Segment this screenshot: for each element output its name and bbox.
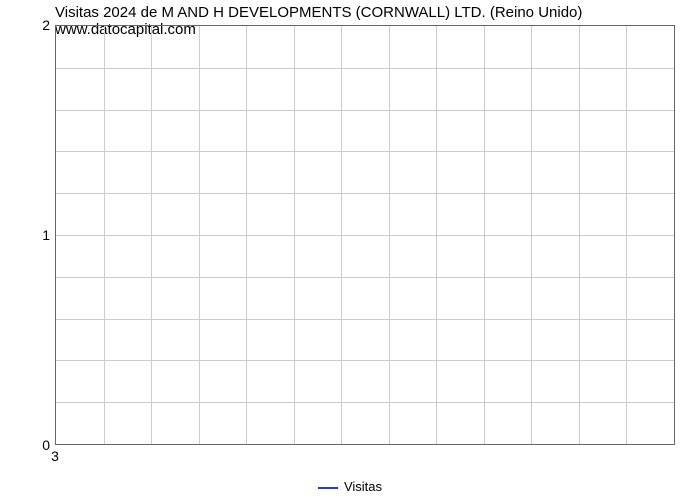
grid-v: [579, 26, 580, 444]
visits-chart: Visitas 2024 de M AND H DEVELOPMENTS (CO…: [0, 0, 700, 500]
grid-v: [246, 26, 247, 444]
grid-h: [56, 319, 674, 320]
grid-h: [56, 68, 674, 69]
y-tick-2: 2: [0, 17, 50, 33]
grid-v: [436, 26, 437, 444]
grid-v: [531, 26, 532, 444]
x-tick-0: 3: [51, 448, 59, 464]
y-tick-1: 1: [0, 227, 50, 243]
grid-v: [151, 26, 152, 444]
grid-h: [56, 151, 674, 152]
plot-area: [55, 25, 675, 445]
grid-h: [56, 402, 674, 403]
grid-h: [56, 110, 674, 111]
grid-h: [56, 360, 674, 361]
grid-v: [104, 26, 105, 444]
grid-h: [56, 235, 674, 236]
grid-h: [56, 277, 674, 278]
grid-v: [199, 26, 200, 444]
legend-label: Visitas: [344, 479, 382, 494]
grid-v: [626, 26, 627, 444]
grid-v: [294, 26, 295, 444]
legend-swatch: [318, 487, 338, 489]
grid-v: [389, 26, 390, 444]
grid-h: [56, 193, 674, 194]
y-tick-0: 0: [0, 437, 50, 453]
grid-v: [484, 26, 485, 444]
chart-legend: Visitas: [0, 479, 700, 494]
grid-v: [341, 26, 342, 444]
